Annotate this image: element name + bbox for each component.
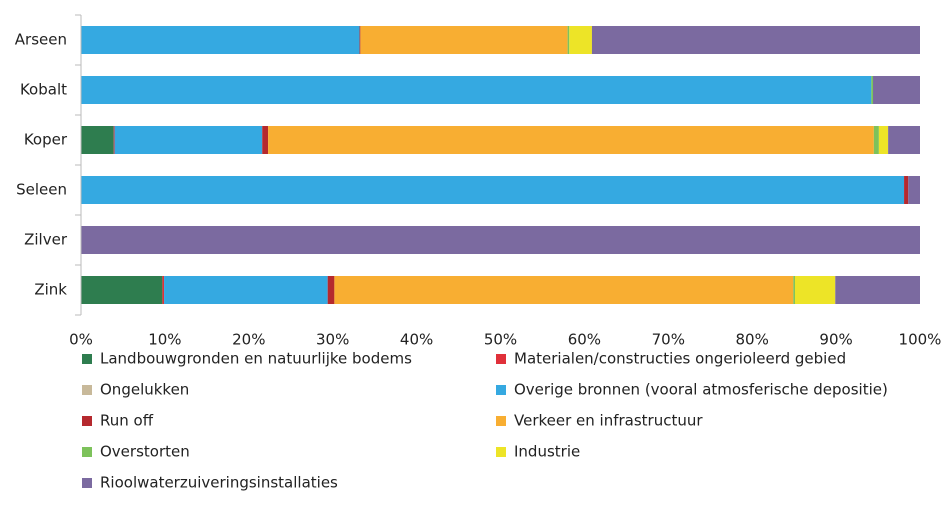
y-tick-label: Kobalt	[20, 81, 67, 99]
legend-label: Run off	[100, 412, 154, 430]
bar-segment	[81, 276, 163, 304]
bar-segment	[567, 26, 570, 54]
legend-label: Landbouwgronden en natuurlijke bodems	[100, 350, 412, 368]
bar-segment	[268, 126, 874, 154]
bar-segment	[873, 126, 879, 154]
legend-label: Ongelukken	[100, 381, 189, 399]
bar-segment	[359, 26, 361, 54]
bar-segment	[591, 26, 920, 54]
legend-label: Industrie	[514, 443, 580, 461]
x-tick-label: 0%	[69, 331, 93, 349]
y-tick-label: Arseen	[15, 31, 67, 49]
x-tick-label: 80%	[736, 331, 769, 349]
legend-swatch	[496, 385, 506, 395]
bar-segment	[113, 126, 115, 154]
legend-label: Rioolwaterzuiveringsinstallaties	[100, 474, 338, 492]
bar-segment	[162, 276, 165, 304]
legend-label: Materialen/constructies ongerioleerd geb…	[514, 350, 846, 368]
legend-swatch	[82, 478, 92, 488]
legend-label: Overstorten	[100, 443, 190, 461]
legend-swatch	[496, 447, 506, 457]
bar-segment	[793, 276, 795, 304]
bar-segment	[81, 26, 360, 54]
legend-label: Verkeer en infrastructuur	[514, 412, 703, 430]
y-tick-label: Zilver	[24, 231, 68, 249]
x-tick-label: 100%	[899, 331, 942, 349]
legend-swatch	[82, 416, 92, 426]
legend-swatch	[82, 354, 92, 364]
bar-segment	[327, 276, 335, 304]
y-tick-label: Koper	[24, 131, 68, 149]
bar-segment	[114, 126, 263, 154]
x-tick-label: 90%	[819, 331, 852, 349]
bar-segment	[908, 176, 920, 204]
bar-segment	[794, 276, 836, 304]
bar-segment	[262, 126, 269, 154]
bar-segment	[81, 76, 872, 104]
x-tick-label: 50%	[484, 331, 517, 349]
bar-segment	[873, 76, 920, 104]
y-tick-label: Seleen	[16, 181, 67, 199]
bar-segment	[888, 126, 920, 154]
x-tick-label: 20%	[232, 331, 265, 349]
bar-segment	[164, 276, 328, 304]
legend-swatch	[496, 416, 506, 426]
legend-swatch	[496, 354, 506, 364]
legend-swatch	[82, 447, 92, 457]
bar-segment	[871, 76, 874, 104]
bar-segment	[878, 126, 889, 154]
bar-segment	[360, 26, 568, 54]
legend-label: Overige bronnen (vooral atmosferische de…	[514, 381, 888, 399]
bar-segment	[81, 126, 114, 154]
y-tick-label: Zink	[34, 281, 67, 299]
bar-segment	[904, 176, 909, 204]
bar-segment	[569, 26, 592, 54]
legend-swatch	[82, 385, 92, 395]
x-tick-label: 70%	[652, 331, 685, 349]
bar-segment	[81, 176, 905, 204]
bar-segment	[835, 276, 920, 304]
x-tick-label: 40%	[400, 331, 433, 349]
x-tick-label: 60%	[568, 331, 601, 349]
x-tick-label: 10%	[148, 331, 181, 349]
x-tick-label: 30%	[316, 331, 349, 349]
bar-segment	[334, 276, 794, 304]
bar-segment	[81, 226, 920, 254]
